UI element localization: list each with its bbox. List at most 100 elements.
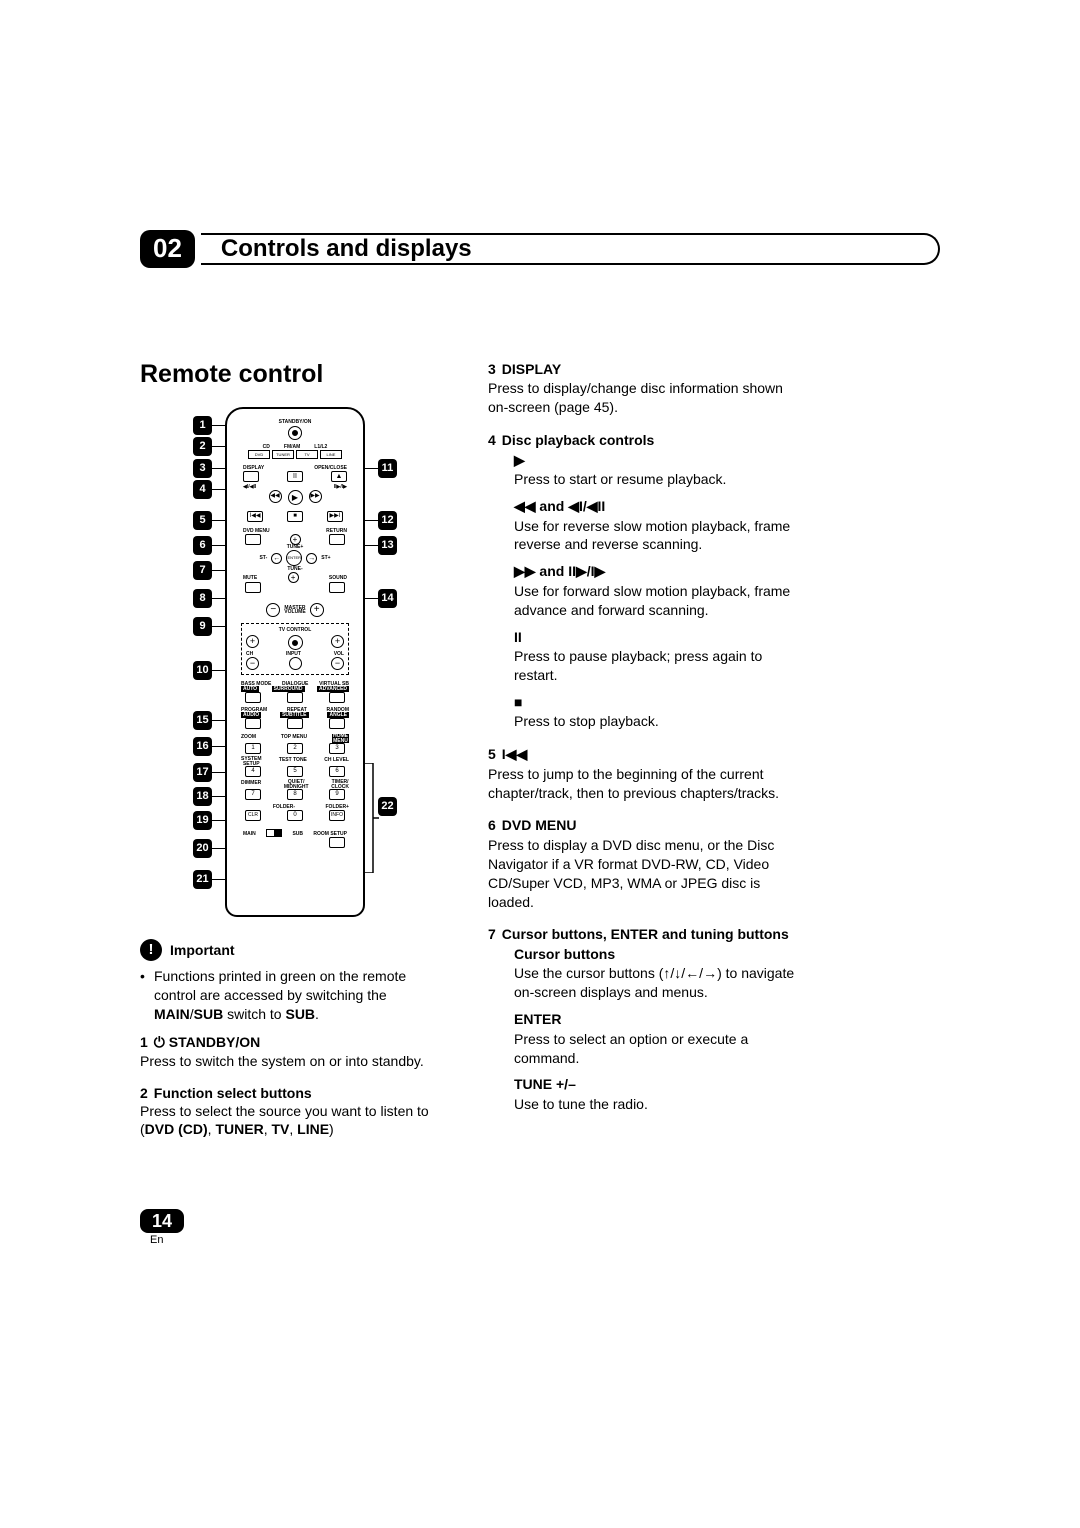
subitem: TUNE +/–Use to tune the radio. bbox=[488, 1075, 798, 1113]
callout-19: 19 bbox=[193, 811, 212, 830]
btn-info: INFO bbox=[329, 810, 345, 821]
switch-mainsub bbox=[266, 829, 282, 837]
callout-8: 8 bbox=[193, 589, 212, 608]
callout-5: 5 bbox=[193, 511, 212, 530]
lbl-stp: ST+ bbox=[321, 555, 330, 561]
btn-tv: TV bbox=[296, 450, 318, 459]
lbl-timer: TIMER/ CLOCK bbox=[331, 780, 349, 789]
btn-tv-power bbox=[288, 635, 303, 650]
btn-chdown: − bbox=[246, 657, 259, 670]
callout-11: 11 bbox=[378, 459, 397, 478]
callout-13: 13 bbox=[378, 536, 397, 555]
lbl-sub-sw: SUB bbox=[292, 831, 303, 837]
item-5: 5I◀◀Press to jump to the beginning of th… bbox=[488, 745, 798, 802]
btn-play: ▶ bbox=[288, 490, 303, 505]
subitem: ENTERPress to select an option or execut… bbox=[488, 1010, 798, 1067]
subitem: ▶Press to start or resume playback. bbox=[488, 451, 798, 489]
item-7: 7Cursor buttons, ENTER and tuning button… bbox=[488, 925, 798, 1113]
btn-5: 5 bbox=[287, 766, 303, 777]
callout-9: 9 bbox=[193, 617, 212, 636]
btn-2: 2 bbox=[287, 743, 303, 754]
subitem: IIPress to pause playback; press again t… bbox=[488, 628, 798, 685]
lbl-dimmer: DIMMER bbox=[241, 780, 261, 789]
btn-return bbox=[329, 534, 345, 545]
btn-prev: I◀◀ bbox=[247, 511, 263, 522]
btn-dvd: DVD bbox=[248, 450, 270, 459]
btn-program bbox=[245, 718, 261, 729]
callout-14: 14 bbox=[378, 589, 397, 608]
callout-16: 16 bbox=[193, 737, 212, 756]
item-6: 6DVD MENUPress to display a DVD disc men… bbox=[488, 816, 798, 911]
item-3: 3DISPLAYPress to display/change disc inf… bbox=[488, 360, 798, 417]
subitem: Cursor buttonsUse the cursor buttons (↑/… bbox=[488, 945, 798, 1002]
callout-22: 22 bbox=[378, 797, 397, 816]
lbl-stm: ST- bbox=[259, 555, 267, 561]
btn-3: 3 bbox=[329, 743, 345, 754]
page-footer: 14 En bbox=[140, 1211, 184, 1246]
callout-21: 21 bbox=[193, 870, 212, 889]
important-row: ! Important bbox=[140, 939, 450, 961]
lbl-standby: STANDBY/ON bbox=[233, 419, 357, 425]
btn-tunedown: + bbox=[288, 572, 299, 583]
btn-enter: ENTER bbox=[286, 550, 302, 566]
lbl-testtone: TEST TONE bbox=[279, 757, 307, 766]
btn-input bbox=[289, 657, 302, 670]
page-lang: En bbox=[140, 1234, 184, 1246]
lbl-homemenu: HOME MENU bbox=[332, 734, 349, 743]
callout-17: 17 bbox=[193, 763, 212, 782]
btn-1: 1 bbox=[245, 743, 261, 754]
lbl-rev-icon: ◀I/◀II bbox=[243, 484, 256, 490]
subitem: ▶▶ and II▶/I▶Use for forward slow motion… bbox=[488, 562, 798, 619]
lbl-main: MAIN bbox=[243, 831, 256, 837]
btn-clr: CLR bbox=[245, 810, 261, 821]
btn-6: 6 bbox=[329, 766, 345, 777]
lbl-vol: VOL bbox=[334, 651, 344, 657]
section-title: Remote control bbox=[140, 360, 450, 389]
lbl-systemsetup: SYSTEM SETUP bbox=[241, 757, 262, 766]
tv-control-box: TV CONTROL + + CH INPUT VOL bbox=[241, 623, 349, 675]
item-4: 4Disc playback controls▶Press to start o… bbox=[488, 431, 798, 731]
btn-volminus: − bbox=[266, 603, 280, 617]
lbl-tvcontrol: TV CONTROL bbox=[246, 627, 344, 633]
lbl-master: MASTER VOLUME bbox=[284, 606, 305, 615]
btn-volup: + bbox=[331, 635, 344, 648]
lbl-mute: MUTE bbox=[243, 575, 257, 581]
btn-pause: II bbox=[287, 471, 303, 482]
callout-10: 10 bbox=[193, 661, 212, 680]
btn-virtualsb bbox=[329, 692, 345, 703]
btn-sound bbox=[329, 582, 345, 593]
btn-left: ← bbox=[271, 553, 282, 564]
btn-eject: ▲ bbox=[331, 471, 347, 482]
btn-volplus: + bbox=[310, 603, 324, 617]
lbl-fwd-icon: II▶/I▶ bbox=[334, 484, 347, 490]
lbl-topmenu: TOP MENU bbox=[281, 734, 307, 743]
lbl-sound: SOUND bbox=[329, 575, 347, 581]
callout-7: 7 bbox=[193, 561, 212, 580]
btn-voldown: − bbox=[331, 657, 344, 670]
callout-2: 2 bbox=[193, 437, 212, 456]
btn-fwd: ▶▶ bbox=[309, 490, 322, 503]
btn-4: 4 bbox=[245, 766, 261, 777]
important-icon: ! bbox=[140, 939, 162, 961]
btn-0: 0 bbox=[287, 810, 303, 821]
lbl-zoom: ZOOM bbox=[241, 734, 256, 743]
btn-chup: + bbox=[246, 635, 259, 648]
btn-7: 7 bbox=[245, 789, 261, 800]
chapter-title-frame: Controls and displays bbox=[201, 233, 940, 265]
callout-15: 15 bbox=[193, 711, 212, 730]
btn-right: → bbox=[306, 553, 317, 564]
item-1: 1⏻ STANDBY/ONPress to switch the system … bbox=[140, 1034, 450, 1071]
subitem: ■Press to stop playback. bbox=[488, 693, 798, 731]
chapter-number: 02 bbox=[140, 230, 195, 268]
remote-outline: STANDBY/ON CD FM/AM L1/L2 DVDTUNERTVLINE… bbox=[225, 407, 365, 917]
btn-bassmode bbox=[245, 692, 261, 703]
btn-tuner: TUNER bbox=[272, 450, 294, 459]
remote-diagram: STANDBY/ON CD FM/AM L1/L2 DVDTUNERTVLINE… bbox=[165, 407, 425, 917]
item-2: 2Function select buttonsPress to select … bbox=[140, 1085, 450, 1140]
btn-dvdmenu bbox=[245, 534, 261, 545]
btn-mute bbox=[245, 582, 261, 593]
btn-dialogue bbox=[287, 692, 303, 703]
btn-rev: ◀◀ bbox=[269, 490, 282, 503]
callout-1: 1 bbox=[193, 416, 212, 435]
important-text: Functions printed in green on the remote… bbox=[140, 967, 450, 1024]
